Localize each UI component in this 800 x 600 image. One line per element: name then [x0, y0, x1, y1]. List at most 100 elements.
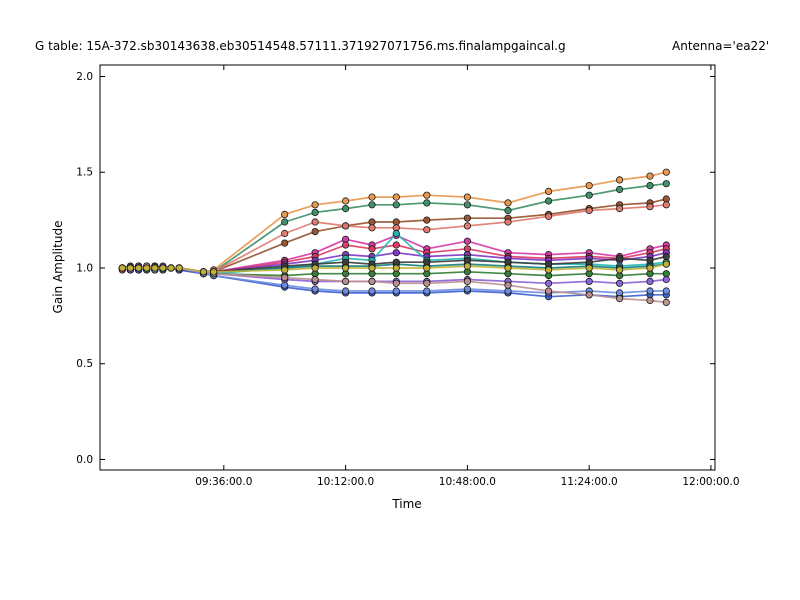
data-point-marker — [463, 237, 471, 245]
data-point-marker — [118, 264, 126, 272]
data-point-marker — [504, 199, 512, 207]
tick-layer: 09:36:00.0 10:12:00.0 10:48:00.0 11:24:00.0… — [76, 65, 740, 488]
x-tick-label: 11:24:00.0 — [561, 476, 618, 488]
data-point-marker — [392, 201, 400, 209]
antenna-annotation: Antenna='ea22' — [672, 39, 769, 53]
data-point-marker — [646, 182, 654, 190]
data-point-marker — [311, 208, 319, 216]
data-point-marker — [463, 222, 471, 230]
data-point-marker — [281, 239, 289, 247]
data-point-marker — [646, 203, 654, 211]
data-point-marker — [423, 191, 431, 199]
data-point-marker — [311, 264, 319, 272]
data-point-marker — [368, 201, 376, 209]
data-point-marker — [662, 275, 670, 284]
data-point-marker — [544, 197, 553, 205]
data-point-marker — [368, 264, 376, 272]
data-point-marker — [341, 205, 350, 213]
data-point-marker — [504, 218, 512, 226]
data-point-marker — [615, 254, 624, 262]
data-point-marker — [210, 268, 218, 276]
data-point-marker — [504, 264, 512, 272]
data-point-marker — [662, 201, 670, 209]
data-point-marker — [368, 245, 376, 253]
data-point-marker — [646, 277, 654, 285]
data-point-marker — [392, 287, 400, 295]
data-point-marker — [392, 229, 400, 238]
data-point-marker — [423, 216, 431, 224]
data-point-marker — [504, 281, 512, 289]
data-point-marker — [392, 249, 400, 257]
data-point-marker — [368, 287, 376, 295]
data-point-marker — [615, 294, 624, 303]
data-point-marker — [392, 279, 400, 287]
data-point-marker — [423, 226, 431, 234]
data-point-marker — [585, 182, 593, 190]
data-point-marker — [368, 224, 376, 232]
data-point-marker — [341, 264, 350, 272]
data-point-marker — [281, 281, 289, 289]
data-point-marker — [544, 266, 553, 274]
data-point-marker — [135, 264, 143, 272]
data-point-marker — [646, 296, 654, 305]
data-point-marker — [392, 241, 400, 249]
data-point-marker — [423, 287, 431, 295]
data-point-marker — [463, 214, 471, 222]
data-point-marker — [615, 205, 624, 213]
data-point-marker — [143, 264, 151, 272]
data-point-marker — [615, 176, 624, 184]
data-point-marker — [615, 185, 624, 194]
data-point-marker — [341, 277, 350, 285]
data-point-marker — [585, 191, 593, 199]
data-point-marker — [341, 287, 350, 295]
data-point-marker — [463, 277, 471, 285]
y-tick-label: 2.0 — [76, 71, 93, 83]
x-axis-label: Time — [391, 497, 421, 511]
data-point-marker — [662, 168, 670, 176]
data-point-marker — [662, 260, 670, 268]
y-tick-label: 1.5 — [76, 167, 93, 179]
data-point-marker — [199, 268, 208, 276]
data-point-marker — [544, 279, 553, 287]
x-tick-label: 10:48:00.0 — [439, 476, 496, 488]
data-point-marker — [544, 187, 553, 195]
data-point-marker — [585, 206, 593, 215]
data-point-marker — [311, 218, 319, 226]
data-point-marker — [662, 180, 670, 188]
data-point-marker — [281, 273, 289, 282]
data-point-marker — [392, 264, 400, 272]
data-point-marker — [423, 279, 431, 287]
x-tick-label: 10:12:00.0 — [317, 476, 374, 488]
data-point-marker — [615, 279, 624, 287]
y-tick-label: 0.5 — [76, 358, 93, 370]
data-point-marker — [281, 266, 289, 274]
data-point-marker — [504, 206, 512, 215]
data-point-marker — [615, 266, 624, 274]
data-point-marker — [544, 212, 553, 220]
data-point-marker — [662, 252, 670, 261]
data-point-marker — [392, 193, 400, 201]
x-tick-label: 09:36:00.0 — [195, 476, 252, 488]
data-point-marker — [423, 264, 431, 272]
data-point-marker — [463, 193, 471, 201]
plot-title: G table: 15A-372.sb30143638.eb30514548.5… — [35, 39, 566, 53]
data-point-marker — [463, 201, 471, 209]
data-point-marker — [662, 298, 670, 306]
data-point-marker — [159, 264, 167, 272]
data-point-marker — [281, 229, 289, 238]
data-point-marker — [544, 287, 553, 295]
data-point-marker — [341, 222, 350, 230]
data-point-marker — [585, 291, 593, 299]
data-point-marker — [175, 264, 183, 272]
y-tick-label: 1.0 — [76, 262, 93, 274]
y-tick-label: 0.0 — [76, 454, 93, 466]
data-point-marker — [646, 264, 654, 272]
data-point-marker — [151, 264, 159, 272]
data-point-marker — [646, 256, 654, 264]
data-point-marker — [341, 197, 350, 205]
data-point-marker — [585, 264, 593, 272]
data-point-marker — [167, 264, 175, 272]
x-tick-label: 12:00:00.0 — [682, 476, 739, 488]
